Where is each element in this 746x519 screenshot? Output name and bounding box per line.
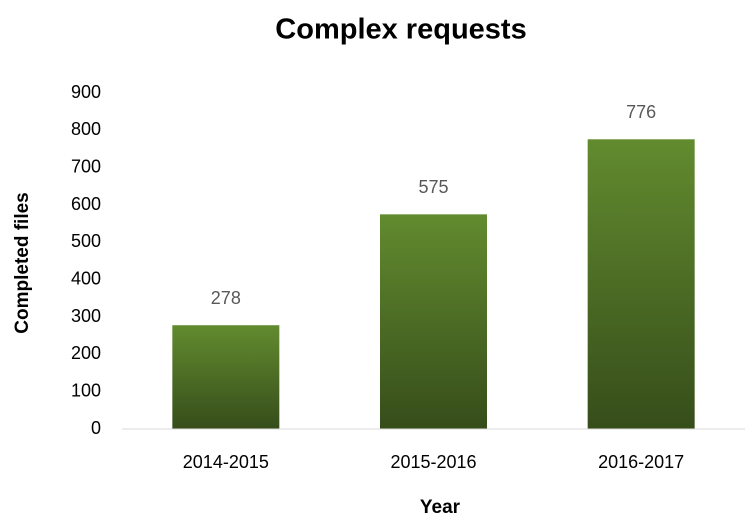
data-label: 575	[418, 177, 448, 197]
y-tick-label: 0	[91, 418, 101, 438]
data-label: 776	[626, 102, 656, 122]
y-tick-label: 400	[71, 268, 101, 288]
data-label: 278	[211, 288, 241, 308]
y-tick-label: 600	[71, 194, 101, 214]
y-tick-label: 900	[71, 82, 101, 102]
y-tick-label: 100	[71, 380, 101, 400]
y-tick-label: 700	[71, 156, 101, 176]
y-tick-label: 200	[71, 343, 101, 363]
chart-title: Complex requests	[275, 14, 526, 46]
bar	[587, 139, 695, 429]
x-tick-label: 2016-2017	[598, 452, 684, 472]
bar	[172, 325, 280, 429]
bar	[380, 214, 487, 429]
y-tick-label: 500	[71, 231, 101, 251]
y-tick-label: 800	[71, 119, 101, 139]
y-axis-title: Completed files	[12, 192, 33, 333]
x-tick-label: 2015-2016	[390, 452, 476, 472]
x-tick-label: 2014-2015	[183, 452, 269, 472]
x-axis-title: Year	[420, 497, 461, 518]
y-tick-label: 300	[71, 306, 101, 326]
